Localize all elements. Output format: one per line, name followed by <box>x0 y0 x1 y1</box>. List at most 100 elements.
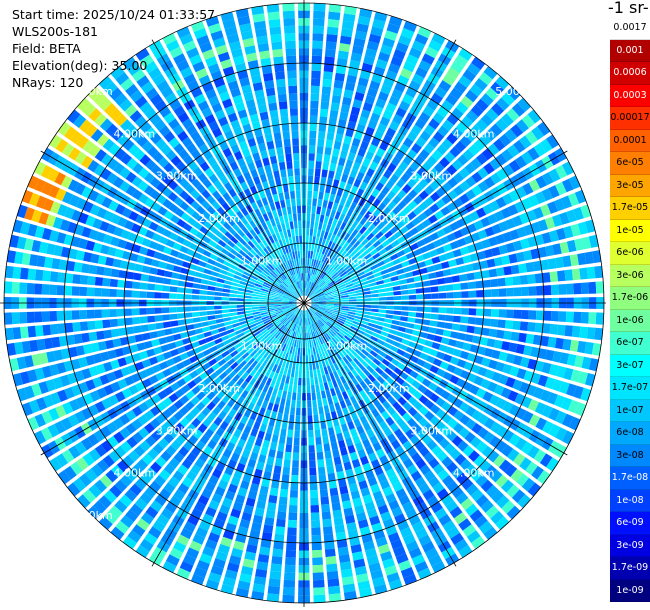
ray-gate <box>511 103 526 117</box>
ray-gate <box>495 234 505 245</box>
ray-gate <box>276 311 284 316</box>
ray-gate <box>241 274 250 280</box>
ray-gate <box>28 399 40 414</box>
ray-gate <box>222 313 231 318</box>
ray-gate <box>369 285 378 291</box>
ray-gate <box>50 392 61 405</box>
ray-gate <box>389 422 400 433</box>
ray-gate <box>431 33 446 46</box>
ray-gate <box>134 361 145 371</box>
ray-gate <box>360 320 369 326</box>
ray-gate <box>344 320 353 326</box>
ray-gate <box>291 294 298 299</box>
ray-gate <box>299 243 303 251</box>
ray-gate <box>260 447 269 456</box>
ray-gate <box>105 339 115 350</box>
ray-gate <box>173 53 187 65</box>
ray-gate <box>119 427 131 439</box>
ray-gate <box>579 267 588 280</box>
ray-gate <box>155 456 167 468</box>
ray-gate <box>359 389 368 399</box>
azimuth-spoke <box>303 150 568 304</box>
ray-gate <box>335 133 344 143</box>
ray-gate <box>206 205 216 215</box>
ray-gate <box>237 287 246 292</box>
ray-gate <box>539 453 553 468</box>
ray-gate <box>452 283 461 291</box>
ray-gate <box>540 204 551 217</box>
ray-gate <box>111 128 124 142</box>
ray-gate <box>519 457 532 471</box>
ray-gate <box>306 280 310 289</box>
ray-gate <box>281 254 287 263</box>
ray-gate <box>110 526 125 540</box>
ray-gate <box>205 367 215 376</box>
ray-gate <box>405 375 415 385</box>
ray-gate <box>248 337 257 344</box>
ray-gate <box>356 425 365 435</box>
ray-gate <box>309 235 313 244</box>
ray-gate <box>343 346 351 355</box>
ray-gate <box>186 349 196 358</box>
ray-gate <box>167 342 177 350</box>
ray-gate <box>191 294 200 300</box>
ray-gate <box>287 277 293 285</box>
ray-gate <box>181 458 193 470</box>
ray-gate <box>129 89 143 103</box>
ray-gate <box>430 404 441 415</box>
ray-gate <box>574 189 587 204</box>
ray-gate <box>260 339 268 347</box>
ray-gate <box>197 172 208 183</box>
ray-gate <box>174 388 185 399</box>
ray-gate <box>83 343 93 355</box>
ray-gate <box>408 547 422 559</box>
ray-gate <box>282 318 289 325</box>
ray-gate <box>308 168 314 176</box>
ray-gate <box>321 254 327 263</box>
ray-gate <box>5 327 14 341</box>
ray-gate <box>113 162 125 175</box>
ray-gate <box>162 321 172 329</box>
ray-gate <box>321 351 327 360</box>
ray-gate <box>215 169 225 179</box>
ray-gate <box>94 276 104 286</box>
ray-gate <box>482 203 493 215</box>
ray-gate <box>402 183 412 194</box>
ray-gate <box>221 309 230 314</box>
ray-gate <box>182 554 197 566</box>
ray-gate <box>255 414 264 423</box>
ray-gate <box>253 330 261 337</box>
ray-gate <box>371 73 383 84</box>
ray-gate <box>179 178 190 189</box>
ray-gate <box>357 341 366 349</box>
ray-gate <box>391 184 401 195</box>
ray-gate <box>154 315 163 322</box>
ray-gate <box>326 26 339 36</box>
ray-gate <box>224 182 233 192</box>
ray-gate <box>136 75 150 88</box>
ray-gate <box>124 104 138 117</box>
ray-gate <box>321 343 327 352</box>
ray-gate <box>285 360 290 369</box>
ray-gate <box>35 397 47 411</box>
ray-gate <box>150 461 162 474</box>
ray-gate <box>294 309 300 316</box>
ray-gate <box>438 292 447 299</box>
ray-gate <box>457 154 469 166</box>
ray-gate <box>208 422 219 433</box>
ray-gate <box>14 341 24 355</box>
ray-gate <box>333 456 342 466</box>
ray-gate <box>273 427 280 436</box>
ray-gate <box>100 168 112 181</box>
ray-gate <box>240 216 249 226</box>
ray-gate <box>115 391 126 403</box>
ray-gate <box>272 193 279 203</box>
ray-gate <box>359 181 368 191</box>
ray-gate <box>310 296 318 301</box>
ray-gate <box>379 479 391 490</box>
ray-gate <box>228 332 237 339</box>
ray-gate <box>287 527 297 536</box>
ray-gate <box>279 315 287 322</box>
ray-gate <box>281 343 287 352</box>
